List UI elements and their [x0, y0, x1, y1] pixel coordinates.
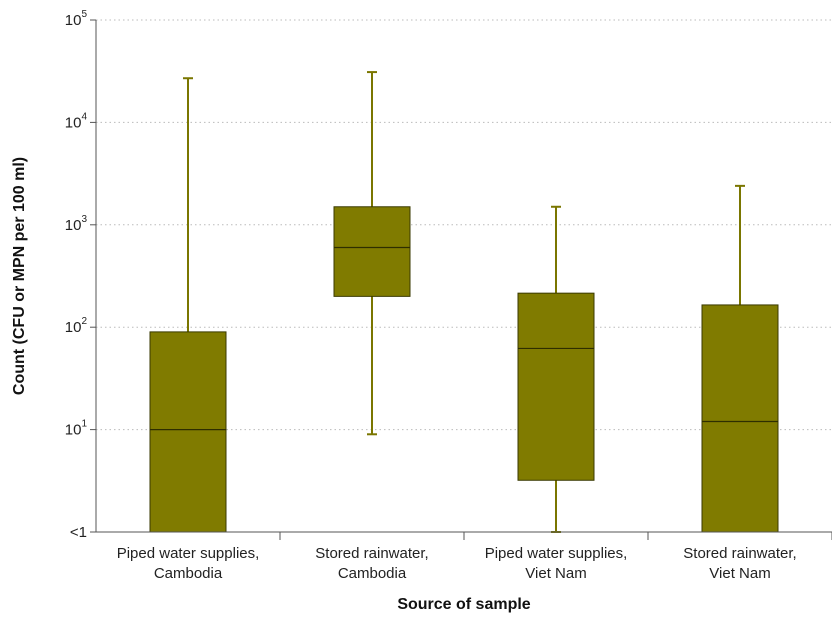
y-tick-label: <1	[70, 524, 87, 541]
y-tick-labels: <1 101 102 103 104 105	[65, 9, 88, 541]
box-iqr	[701, 304, 779, 533]
box-series	[149, 71, 779, 533]
y-tick-label: 104	[65, 111, 88, 131]
box-iqr	[149, 331, 227, 533]
y-axis-title: Count (CFU or MPN per 100 ml)	[11, 157, 28, 395]
x-category-label: Piped water supplies, Cambodia	[117, 545, 260, 582]
y-tick-label: 102	[65, 316, 88, 336]
x-category-label: Stored rainwater, Cambodia	[315, 545, 428, 582]
y-tick-label: 103	[65, 214, 88, 234]
box-iqr	[517, 292, 595, 481]
x-axis-title: Source of sample	[397, 596, 530, 613]
x-category-labels: Piped water supplies, Cambodia Stored rain…	[117, 545, 797, 582]
y-tick-label: 101	[65, 419, 88, 439]
box-iqr	[333, 206, 411, 297]
axes	[90, 19, 832, 540]
x-category-label: Stored rainwater, Viet Nam	[683, 545, 796, 582]
x-category-label: Piped water supplies, Viet Nam	[485, 545, 628, 582]
y-tick-label: 105	[65, 9, 88, 29]
